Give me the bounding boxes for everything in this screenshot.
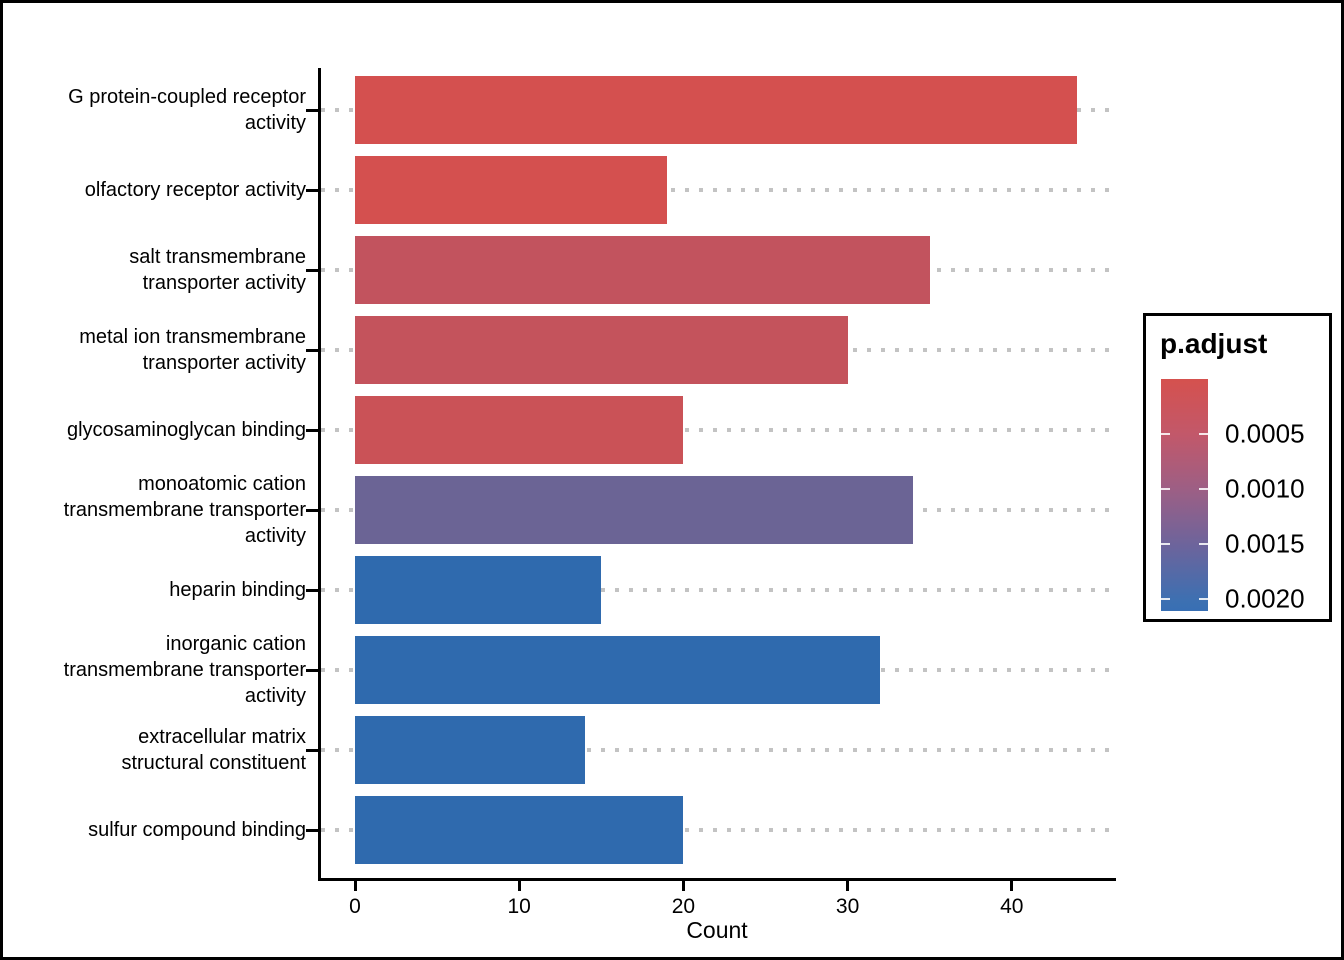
legend-tick-label: 0.0015: [1225, 528, 1305, 559]
x-tick-label: 40: [1000, 895, 1024, 918]
bar-row: [321, 230, 1115, 310]
x-tick-label: 0: [349, 895, 361, 918]
bar: [355, 556, 602, 624]
bar: [355, 156, 667, 224]
legend-box: p.adjust 0.0005 0.0010 0.0015 0.0020: [1143, 313, 1332, 622]
bar: [355, 236, 930, 304]
y-tick: [306, 828, 318, 832]
legend-tick-label: 0.0005: [1225, 418, 1305, 449]
y-axis-line: [318, 68, 321, 881]
x-tick-label: 10: [507, 895, 531, 918]
y-tick: [306, 748, 318, 752]
legend-gradient-tick: [1199, 597, 1208, 600]
y-tick: [306, 268, 318, 272]
dotted-gridline: [321, 188, 1113, 192]
category-label: inorganic cation transmembrane transport…: [63, 633, 306, 707]
y-tick: [306, 428, 318, 432]
x-tick-label: 30: [835, 895, 860, 918]
legend-gradient-tick: [1199, 432, 1208, 435]
bar-row: [321, 790, 1115, 870]
x-axis-line: [318, 878, 1116, 881]
legend-gradient-tick: [1199, 542, 1208, 545]
category-label: olfactory receptor activity: [84, 179, 306, 201]
bar-row: [321, 310, 1115, 390]
bar: [355, 316, 848, 384]
dotted-gridline: [321, 748, 1113, 752]
y-tick: [306, 108, 318, 112]
bar: [355, 796, 684, 864]
bar: [355, 636, 881, 704]
category-label: salt transmembrane transporter activity: [129, 246, 306, 294]
category-label: glycosaminoglycan binding: [66, 419, 306, 441]
bar-row: [321, 630, 1115, 710]
legend-gradient-tick: [1161, 542, 1170, 545]
y-tick: [306, 188, 318, 192]
legend-gradient-tick: [1161, 432, 1170, 435]
bar: [355, 396, 684, 464]
x-tick-label: 20: [671, 895, 696, 918]
bar-row: [321, 710, 1115, 790]
bar-row: [321, 390, 1115, 470]
plot-panel: [321, 70, 1115, 870]
legend-gradient-tick: [1199, 487, 1208, 490]
legend-tick-label: 0.0010: [1225, 473, 1305, 504]
y-tick: [306, 508, 318, 512]
bar-row: [321, 70, 1115, 150]
category-label: heparin binding: [169, 579, 306, 601]
x-tick: [846, 881, 850, 891]
category-label: monoatomic cation transmembrane transpor…: [63, 473, 306, 547]
dotted-gridline: [321, 588, 1113, 592]
category-label: sulfur compound binding: [88, 819, 306, 841]
legend-gradient: [1161, 379, 1208, 611]
y-tick: [306, 348, 318, 352]
legend-tick-label: 0.0020: [1225, 583, 1305, 614]
legend-gradient-tick: [1161, 597, 1170, 600]
bar: [355, 716, 585, 784]
bar: [355, 76, 1078, 144]
legend-title: p.adjust: [1160, 328, 1268, 359]
y-tick: [306, 668, 318, 672]
bar-row: [321, 150, 1115, 230]
y-tick: [306, 588, 318, 592]
bar-row: [321, 470, 1115, 550]
category-label: G protein-coupled receptor activity: [68, 86, 306, 134]
dotted-gridline: [321, 828, 1113, 832]
dotted-gridline: [321, 428, 1113, 432]
x-tick: [517, 881, 521, 891]
category-label: extracellular matrix structural constitu…: [121, 726, 306, 774]
bar-row: [321, 550, 1115, 630]
x-tick: [353, 881, 357, 891]
legend-gradient-tick: [1161, 487, 1170, 490]
x-tick: [681, 881, 685, 891]
x-tick: [1010, 881, 1014, 891]
category-label: metal ion transmembrane transporter acti…: [79, 326, 306, 374]
x-axis-title: Count: [686, 917, 748, 943]
bar: [355, 476, 914, 544]
